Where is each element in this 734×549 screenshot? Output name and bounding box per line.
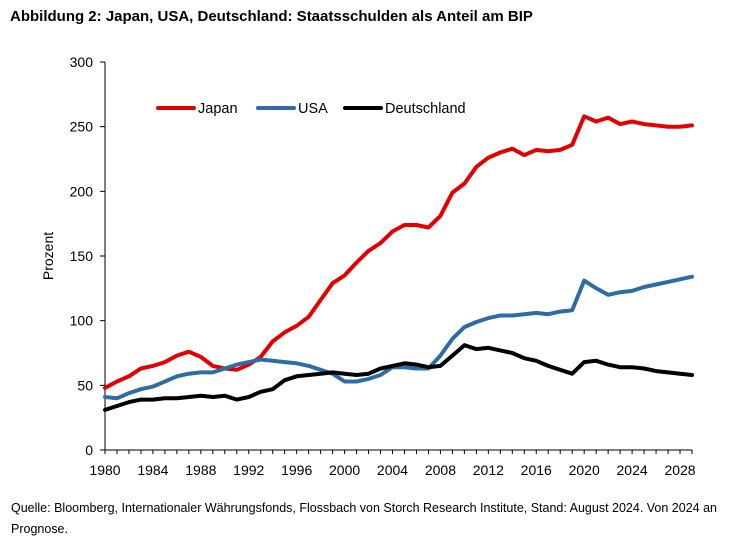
y-tick-label: 0 <box>85 442 93 458</box>
x-tick-label: 2004 <box>377 462 408 478</box>
x-tick-label: 2020 <box>569 462 600 478</box>
x-tick-label: 1984 <box>137 462 168 478</box>
y-axis-label: Prozent <box>40 232 56 280</box>
x-tick-label: 1992 <box>233 462 264 478</box>
x-tick-label: 1980 <box>89 462 120 478</box>
y-tick-label: 100 <box>70 313 94 329</box>
legend-label-japan: Japan <box>198 101 238 117</box>
chart-title: Abbildung 2: Japan, USA, Deutschland: St… <box>10 8 533 25</box>
y-tick-label: 150 <box>70 248 94 264</box>
chart-series-lines <box>103 114 694 412</box>
y-tick-label: 250 <box>70 119 94 135</box>
series-line-japan <box>103 114 694 390</box>
y-tick-label: 200 <box>70 183 94 199</box>
chart-axes <box>100 61 693 454</box>
x-tick-label: 2000 <box>329 462 360 478</box>
x-tick-label: 2028 <box>664 462 695 478</box>
chart-legend: Japan USA Deutschland <box>156 101 466 117</box>
x-tick-label: 2008 <box>425 462 456 478</box>
x-tick-label: 1996 <box>281 462 312 478</box>
source-note: Quelle: Bloomberg, Internationaler Währu… <box>11 501 717 536</box>
legend-label-usa: USA <box>298 101 328 117</box>
series-line-deutschland <box>103 343 694 412</box>
chart-tick-labels: 0 50 100 150 200 250 300 1980 1984 1988 1992 1996 20… <box>70 54 696 478</box>
x-tick-label: 2012 <box>473 462 504 478</box>
y-tick-label: 50 <box>77 377 93 393</box>
legend-label-deutschland: Deutschland <box>385 101 466 117</box>
y-tick-label: 300 <box>70 54 94 70</box>
x-tick-label: 1988 <box>185 462 216 478</box>
x-tick-label: 2016 <box>521 462 552 478</box>
series-line-usa <box>103 274 694 401</box>
x-tick-label: 2024 <box>617 462 648 478</box>
